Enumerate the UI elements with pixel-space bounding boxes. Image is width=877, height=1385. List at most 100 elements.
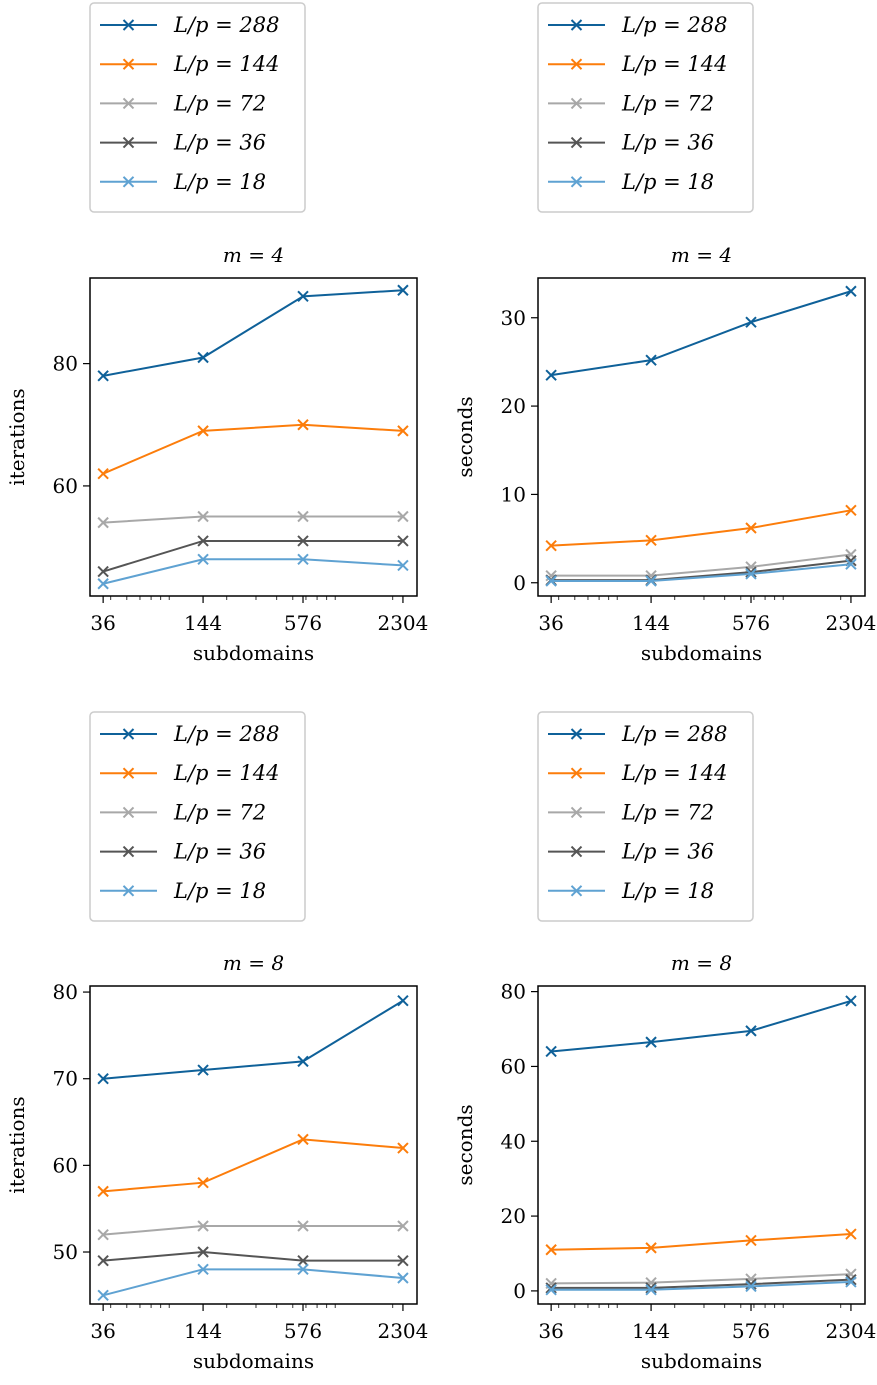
y-tick-label: 60 [53, 474, 78, 498]
legend-marker [570, 767, 583, 779]
series-5 [545, 558, 857, 587]
data-point [397, 1220, 409, 1232]
x-tick-label: 36 [538, 1319, 563, 1343]
data-point [297, 1055, 309, 1068]
legend-label: L/p = 288 [173, 13, 280, 37]
chart-title: m = 8 [223, 951, 284, 975]
data-point [197, 351, 209, 364]
series-1 [545, 995, 857, 1058]
data-point [397, 425, 409, 437]
x-tick-label: 576 [732, 1319, 770, 1343]
series-1 [97, 284, 409, 382]
legend-marker [570, 728, 583, 740]
legend-label: L/p = 72 [173, 800, 266, 824]
y-tick-label: 0 [513, 1279, 526, 1303]
series-2 [97, 1133, 409, 1198]
legend-marker [570, 19, 583, 31]
series-2 [97, 419, 409, 480]
legend-marker [122, 97, 135, 110]
data-point [97, 565, 109, 578]
y-tick-label: 30 [501, 306, 526, 330]
data-point [197, 425, 209, 437]
series-line [551, 1278, 851, 1289]
data-point [545, 1284, 557, 1296]
data-point [845, 1276, 857, 1288]
data-point [745, 568, 757, 580]
series-2 [545, 504, 857, 552]
y-axis-label: iterations [5, 388, 29, 485]
series-line [551, 1233, 852, 1251]
legend-label: L/p = 18 [621, 170, 714, 194]
legend-label: L/p = 72 [621, 91, 714, 115]
data-point [297, 290, 309, 303]
y-axis-label: seconds [453, 396, 477, 477]
data-point [545, 369, 557, 381]
plot-area [89, 277, 418, 597]
y-tick-label: 80 [53, 980, 78, 1004]
data-point [197, 535, 209, 547]
legend-marker [122, 885, 135, 897]
legend-marker [122, 136, 135, 149]
data-point [97, 1073, 109, 1085]
legend-label: L/p = 144 [621, 52, 728, 76]
data-point [97, 467, 109, 480]
data-point [845, 285, 857, 297]
data-point [645, 575, 657, 587]
chart-panel-4: L/p = 288 L/p = 144 L/p = 72 L/p = 36 L/p = … [453, 711, 876, 1373]
data-point [745, 1025, 757, 1037]
data-point [397, 559, 409, 572]
y-tick-label: 50 [53, 1240, 78, 1264]
series-line [102, 539, 403, 573]
data-point [745, 1234, 757, 1247]
legend-marker [570, 845, 583, 858]
series-4 [545, 1273, 857, 1294]
legend-marker [122, 767, 135, 779]
x-tick-label: 576 [732, 611, 770, 635]
x-axis-label: subdomains [641, 641, 762, 665]
series-5 [545, 1276, 857, 1296]
legend-marker [122, 728, 135, 740]
y-tick-label: 20 [501, 394, 526, 418]
x-axis-label: subdomains [193, 1349, 314, 1373]
chart-title: m = 8 [671, 951, 732, 975]
series-line [551, 1273, 851, 1285]
series-5 [97, 553, 409, 590]
data-point [397, 284, 409, 296]
legend: L/p = 288 L/p = 144 L/p = 72 L/p = 36 L/p = … [89, 711, 306, 922]
data-point [197, 1263, 209, 1276]
x-tick-label: 144 [184, 611, 222, 635]
data-point [97, 1185, 109, 1198]
series-line [102, 558, 404, 585]
legend-label: L/p = 18 [621, 879, 714, 903]
data-point [745, 566, 757, 578]
series-3 [97, 1220, 409, 1241]
data-point [745, 1280, 757, 1293]
data-point [197, 1220, 209, 1232]
data-point [845, 1228, 857, 1240]
y-tick-label: 40 [501, 1129, 526, 1153]
y-tick-label: 20 [501, 1204, 526, 1228]
legend-label: L/p = 288 [173, 722, 280, 746]
data-point [297, 1133, 309, 1146]
x-tick-label: 144 [632, 611, 670, 635]
x-axis-label: subdomains [193, 641, 314, 665]
y-tick-label: 80 [501, 980, 526, 1004]
x-tick-label: 36 [538, 611, 563, 635]
chart-panel-2: L/p = 288 L/p = 144 L/p = 72 L/p = 36 L/p = … [453, 2, 876, 665]
data-point [645, 1242, 657, 1254]
data-point [97, 1289, 109, 1302]
legend-label: L/p = 36 [173, 840, 266, 864]
series-line [550, 290, 852, 377]
series-1 [545, 285, 857, 381]
x-tick-label: 2304 [825, 1319, 876, 1343]
data-point [845, 558, 857, 570]
data-point [197, 1246, 209, 1258]
series-line [103, 1251, 403, 1262]
legend: L/p = 288 L/p = 144 L/p = 72 L/p = 36 L/p = … [89, 2, 306, 213]
data-point [97, 578, 109, 590]
data-point [197, 1064, 209, 1076]
series-line [551, 1280, 851, 1291]
legend-frame [89, 711, 306, 922]
chart-panel-1: L/p = 288 L/p = 144 L/p = 72 L/p = 36 L/p = … [5, 2, 428, 665]
data-point [197, 1176, 209, 1189]
